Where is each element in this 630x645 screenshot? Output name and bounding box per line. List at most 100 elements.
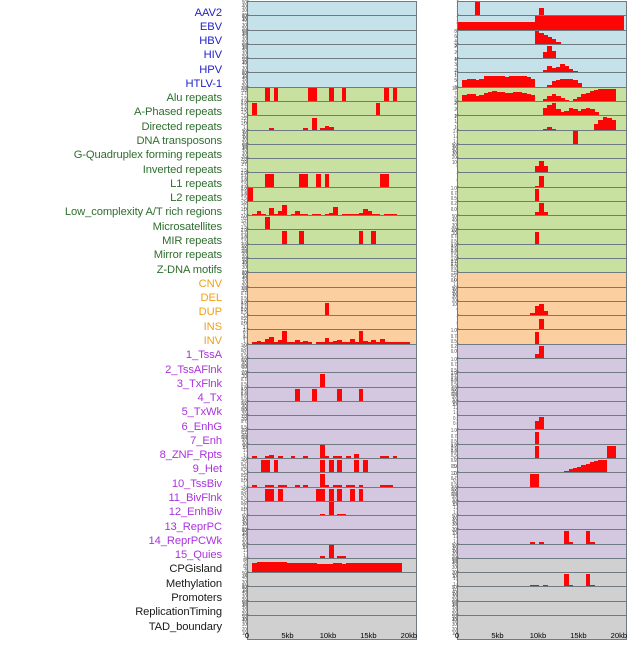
y-axis-tick-label: 400	[452, 388, 459, 396]
y-axis-tick-label: 0.5	[243, 215, 249, 221]
track-label-4-tx: 4_Tx	[197, 392, 223, 405]
y-axis-tick-label: 10	[454, 72, 459, 78]
y-axis-tick-label: 1.5	[243, 205, 249, 211]
y-axis-tick-label: 0.50	[450, 480, 459, 488]
data-bar	[606, 88, 612, 111]
y-axis-tick-label: 1.25	[240, 200, 249, 207]
data-bar	[328, 502, 334, 525]
y-axis-tick-label: 200	[242, 268, 249, 276]
data-bar	[572, 131, 578, 154]
data-bar	[534, 16, 540, 40]
y-axis-tick-label: 300	[242, 264, 249, 271]
y-axis-tick-label: 2.00	[240, 156, 249, 163]
y-axis-tick-label: 200	[242, 54, 249, 61]
data-bar	[560, 16, 565, 40]
data-bar	[316, 173, 321, 197]
data-bar	[526, 76, 531, 97]
data-bar	[252, 102, 257, 125]
y-axis-tick-label: 1.50	[240, 195, 249, 202]
y-axis-tick-label: 2.5	[453, 471, 459, 477]
data-bar	[265, 562, 270, 582]
data-bar	[551, 103, 557, 125]
y-axis-tick-label: 500	[452, 213, 459, 220]
y-axis-tick-label: 0.5	[453, 587, 459, 593]
y-axis-tick-label: 200	[242, 68, 249, 76]
data-bar	[543, 16, 548, 40]
y-axis-tick-label: 400	[242, 588, 249, 596]
y-axis-tick-label: 300	[452, 150, 459, 157]
y-axis-tick-label: 2.0	[453, 271, 459, 277]
y-axis-tick-label: 300	[242, 250, 249, 257]
y-axis-tick-label: 400	[242, 31, 249, 39]
y-axis-tick-label: 100	[242, 58, 249, 66]
data-bar	[589, 90, 595, 111]
data-bar	[358, 388, 364, 411]
y-axis-tick-label: 1.00	[240, 484, 249, 491]
y-axis-tick-label: 500	[452, 556, 459, 563]
y-axis-tick-label: 300	[242, 407, 249, 414]
data-bar	[248, 188, 253, 211]
y-axis-tick-label: 0.0	[243, 520, 249, 526]
y-axis-tick-label: 2.00	[240, 184, 249, 192]
y-axis-tick-label: 40	[454, 57, 459, 63]
y-axis-tick-label: 1.50	[240, 238, 249, 245]
y-axis-tick-label: 1.50	[240, 109, 249, 116]
track-label-2-tssaflnk: 2_TssAFlnk	[165, 363, 222, 376]
y-axis-tick-label: 1.00	[240, 299, 249, 306]
track-label-inverted-repeats: Inverted repeats	[142, 163, 222, 176]
y-axis-tick-label: 0.0	[243, 349, 249, 355]
y-axis-tick-label: 400	[452, 546, 459, 553]
y-axis-tick-label: 0.25	[450, 443, 459, 450]
y-axis-tick-label: 500	[242, 356, 249, 363]
data-bar	[256, 562, 262, 582]
y-axis-tick-label: 0.00	[450, 448, 459, 455]
y-axis-tick-label: 400	[452, 488, 459, 496]
data-bar	[534, 31, 540, 54]
y-axis-tick-label: 2.0	[453, 571, 459, 577]
y-axis-tick-label: 0.0	[453, 592, 459, 598]
y-axis-tick-label: 200	[452, 554, 459, 561]
data-bar	[475, 2, 480, 25]
y-axis-tick-label: 1.5	[243, 448, 249, 454]
y-axis-tick-label: 0.0	[453, 520, 459, 526]
y-axis-tick-label: 200	[242, 440, 249, 447]
data-bar	[392, 88, 398, 111]
y-axis-tick-label: 0.0	[453, 549, 459, 555]
y-axis-tick-label: 200	[452, 226, 459, 233]
y-axis-tick-label: 1.75	[240, 232, 249, 240]
y-axis-tick-label: 500	[242, 142, 249, 149]
data-bar	[341, 88, 347, 111]
data-bar	[534, 331, 540, 354]
y-axis-tick-label: 100	[452, 230, 459, 237]
y-axis-tick-label: 500	[452, 384, 459, 392]
y-axis-tick-label: 0.75	[240, 390, 249, 397]
y-axis-tick-label: 0.5	[243, 558, 249, 564]
data-bar	[320, 488, 325, 511]
y-axis-tick-label: 1.00	[450, 427, 459, 434]
y-axis-tick-label: 0.0	[243, 463, 249, 469]
track-label-12-enhbiv: 12_EnhBiv	[168, 506, 222, 519]
y-axis-tick-label: 0.50	[450, 252, 459, 259]
track-label-7-enh: 7_Enh	[190, 434, 222, 447]
data-bar	[611, 88, 616, 111]
data-bar	[602, 117, 608, 140]
y-axis-tick-label: 400	[452, 146, 459, 153]
y-axis-tick-label: 500	[452, 142, 459, 149]
data-bar	[509, 76, 514, 97]
y-axis-tick-label: 60	[454, 33, 459, 39]
y-axis-tick-label: 300	[242, 136, 249, 143]
data-bar	[282, 562, 287, 582]
y-axis-tick-label: 500	[242, 13, 249, 20]
y-axis-tick-label: 500	[242, 270, 249, 277]
y-axis-tick-label: 0.50	[240, 380, 249, 388]
y-axis-tick-label: 1.00	[240, 284, 249, 292]
y-axis-tick-label: 500	[242, 427, 249, 434]
y-axis-tick-label: 200	[242, 11, 249, 19]
data-bar	[538, 202, 544, 225]
y-axis-tick-label: 400	[452, 560, 459, 567]
y-axis-tick-label: 1.25	[240, 114, 249, 122]
data-bar	[282, 204, 287, 225]
x-axis-tick-label: 0	[244, 631, 250, 641]
track-label-mir-repeats: MIR repeats	[162, 234, 222, 247]
track-label-ins: INS	[203, 320, 222, 333]
